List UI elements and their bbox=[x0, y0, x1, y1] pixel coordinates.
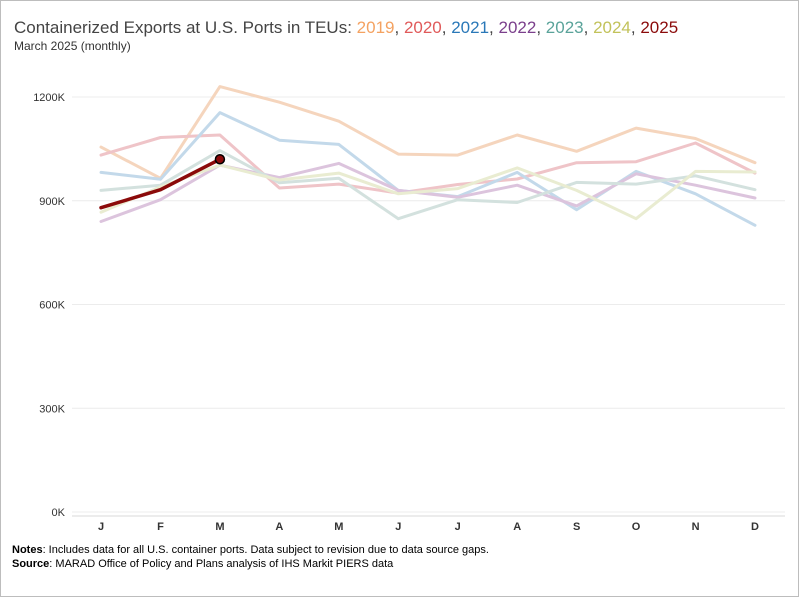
x-tick-label: S bbox=[573, 521, 580, 533]
source-line: Source: MARAD Office of Policy and Plans… bbox=[12, 557, 489, 571]
title-year-2024: 2024 bbox=[593, 18, 631, 37]
title-year-2020: 2020 bbox=[403, 18, 442, 37]
y-tick-label: 0K bbox=[52, 507, 66, 519]
title-separator: , bbox=[489, 18, 499, 37]
x-tick-label: A bbox=[513, 521, 521, 533]
notes-label: Notes bbox=[12, 544, 43, 556]
x-tick-label: J bbox=[455, 521, 461, 533]
title-separator: , bbox=[583, 18, 594, 37]
notes-text: : Includes data for all U.S. container p… bbox=[42, 544, 489, 556]
chart-title-years: 2019, 2020, 2021, 2022, 2023, 2024, 2025 bbox=[357, 18, 679, 37]
y-tick-label: 600K bbox=[39, 300, 65, 312]
x-tick-label: M bbox=[215, 521, 224, 533]
x-tick-label: F bbox=[157, 521, 164, 533]
series-line-2023 bbox=[99, 149, 757, 221]
title-year-2022: 2022 bbox=[498, 18, 537, 37]
y-tick-label: 1200K bbox=[33, 92, 65, 104]
series-line-2025 bbox=[99, 157, 222, 210]
x-tick-label: D bbox=[751, 521, 759, 533]
title-separator: , bbox=[536, 18, 546, 37]
chart-subtitle: March 2025 (monthly) bbox=[14, 39, 131, 53]
x-tick-label: J bbox=[98, 521, 104, 533]
title-year-2023: 2023 bbox=[545, 18, 584, 37]
title-year-2025: 2025 bbox=[640, 18, 679, 37]
source-text: : MARAD Office of Policy and Plans analy… bbox=[49, 558, 394, 570]
source-label: Source bbox=[12, 558, 50, 570]
x-tick-label: J bbox=[395, 521, 401, 533]
y-tick-label: 900K bbox=[39, 196, 65, 208]
title-year-2019: 2019 bbox=[356, 18, 395, 37]
x-tick-label: A bbox=[275, 521, 283, 533]
series-line-2024 bbox=[99, 163, 757, 221]
series-line-2019 bbox=[99, 85, 757, 180]
chart-footnotes: Notes: Includes data for all U.S. contai… bbox=[12, 543, 489, 571]
title-separator: , bbox=[441, 18, 452, 37]
line-chart: 0K 300K 600K 900K 1200K J F M A M J J A S O N D bbox=[33, 85, 785, 533]
series-line-2020 bbox=[99, 133, 757, 195]
y-tick-label: 300K bbox=[39, 403, 65, 415]
x-tick-label: O bbox=[632, 521, 641, 533]
series-line-2022 bbox=[99, 161, 757, 223]
series-end-marker-2025 bbox=[214, 154, 226, 165]
notes-line: Notes: Includes data for all U.S. contai… bbox=[12, 543, 489, 557]
x-tick-label: M bbox=[334, 521, 343, 533]
title-year-2021: 2021 bbox=[451, 18, 490, 37]
title-separator: , bbox=[630, 18, 641, 37]
chart-title-prefix: Containerized Exports at U.S. Ports in T… bbox=[14, 18, 357, 37]
title-separator: , bbox=[394, 18, 404, 37]
x-tick-label: N bbox=[692, 521, 700, 533]
chart-title: Containerized Exports at U.S. Ports in T… bbox=[14, 18, 678, 38]
